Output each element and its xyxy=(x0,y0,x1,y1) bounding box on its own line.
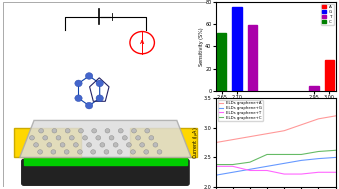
ELDs graphene+C xyxy=(282,153,286,156)
Circle shape xyxy=(130,32,154,54)
ELDs graphene+G xyxy=(299,159,303,162)
Line: ELDs graphene+C: ELDs graphene+C xyxy=(216,150,336,165)
ELDs graphene+C xyxy=(231,163,235,166)
ELDs graphene+G xyxy=(334,156,338,159)
ELDs graphene+G xyxy=(214,174,218,176)
ELDs graphene+T xyxy=(265,169,269,172)
Line: ELDs graphene+A: ELDs graphene+A xyxy=(216,116,336,143)
Circle shape xyxy=(149,136,154,140)
ELDs graphene+A xyxy=(231,139,235,141)
Circle shape xyxy=(122,136,127,140)
Y-axis label: Sensitivity (S%): Sensitivity (S%) xyxy=(199,27,204,66)
ELDs graphene+C xyxy=(316,150,320,153)
ELDs graphene+A xyxy=(248,136,252,138)
Line: ELDs graphene+G: ELDs graphene+G xyxy=(216,157,336,175)
ELDs graphene+T xyxy=(334,171,338,173)
ELDs graphene+G xyxy=(231,171,235,173)
Circle shape xyxy=(117,150,122,154)
ELDs graphene+T xyxy=(231,165,235,167)
Circle shape xyxy=(126,143,131,147)
Circle shape xyxy=(79,129,83,133)
Circle shape xyxy=(51,150,56,154)
Circle shape xyxy=(65,129,70,133)
ELDs graphene+T xyxy=(248,169,252,172)
Circle shape xyxy=(145,129,150,133)
ELDs graphene+T xyxy=(282,173,286,175)
Circle shape xyxy=(83,136,87,140)
Circle shape xyxy=(104,150,109,154)
Circle shape xyxy=(47,143,52,147)
Bar xyxy=(24,157,187,165)
FancyBboxPatch shape xyxy=(22,159,189,185)
Circle shape xyxy=(144,150,149,154)
ELDs graphene+C xyxy=(214,163,218,166)
Circle shape xyxy=(78,150,82,154)
ELDs graphene+A xyxy=(265,132,269,135)
Circle shape xyxy=(85,102,93,109)
Circle shape xyxy=(118,129,123,133)
ELDs graphene+T xyxy=(214,165,218,167)
Circle shape xyxy=(69,136,74,140)
Legend: ELDs graphene+A, ELDs graphene+G, ELDs graphene+T, ELDs graphene+C: ELDs graphene+A, ELDs graphene+G, ELDs g… xyxy=(218,100,263,121)
Circle shape xyxy=(56,136,61,140)
Circle shape xyxy=(85,73,93,79)
Circle shape xyxy=(73,143,78,147)
ELDs graphene+C xyxy=(265,153,269,156)
Circle shape xyxy=(39,129,44,133)
Circle shape xyxy=(109,136,114,140)
Y-axis label: Current (I$_{\mu}$A): Current (I$_{\mu}$A) xyxy=(192,126,202,159)
Circle shape xyxy=(34,143,39,147)
ELDs graphene+C xyxy=(248,161,252,163)
Bar xyxy=(325,60,334,91)
Circle shape xyxy=(100,143,105,147)
Circle shape xyxy=(52,129,57,133)
Circle shape xyxy=(96,80,103,87)
Circle shape xyxy=(29,136,35,140)
Bar xyxy=(248,25,257,91)
Circle shape xyxy=(92,129,97,133)
X-axis label: Adsorption energy (E$_{ads}$, eV): Adsorption energy (E$_{ads}$, eV) xyxy=(240,101,311,111)
ELDs graphene+C xyxy=(334,149,338,151)
ELDs graphene+T xyxy=(299,173,303,175)
Polygon shape xyxy=(130,128,197,157)
Circle shape xyxy=(132,129,136,133)
ELDs graphene+A xyxy=(282,130,286,132)
ELDs graphene+G xyxy=(316,157,320,160)
ELDs graphene+G xyxy=(248,168,252,170)
Circle shape xyxy=(75,80,82,87)
Circle shape xyxy=(38,150,43,154)
Circle shape xyxy=(87,143,92,147)
Circle shape xyxy=(75,95,82,101)
Text: A: A xyxy=(140,40,144,45)
Circle shape xyxy=(64,150,69,154)
Circle shape xyxy=(136,136,141,140)
Bar xyxy=(310,87,319,91)
Circle shape xyxy=(113,143,118,147)
ELDs graphene+G xyxy=(265,165,269,167)
Circle shape xyxy=(43,136,48,140)
ELDs graphene+G xyxy=(282,162,286,164)
Circle shape xyxy=(153,143,158,147)
Bar xyxy=(217,33,226,91)
Circle shape xyxy=(105,129,110,133)
Line: ELDs graphene+T: ELDs graphene+T xyxy=(216,166,336,174)
Circle shape xyxy=(96,136,101,140)
Legend: A, G, T, C: A, G, T, C xyxy=(321,4,334,25)
ELDs graphene+C xyxy=(299,153,303,156)
Circle shape xyxy=(60,143,65,147)
Circle shape xyxy=(96,95,103,101)
Polygon shape xyxy=(20,120,191,157)
ELDs graphene+A xyxy=(316,118,320,120)
Circle shape xyxy=(140,143,145,147)
Circle shape xyxy=(131,150,135,154)
Polygon shape xyxy=(14,128,81,157)
Circle shape xyxy=(157,150,162,154)
ELDs graphene+A xyxy=(334,115,338,117)
ELDs graphene+A xyxy=(214,141,218,144)
Circle shape xyxy=(91,150,96,154)
Bar xyxy=(233,7,242,91)
ELDs graphene+A xyxy=(299,124,303,126)
ELDs graphene+T xyxy=(316,171,320,173)
